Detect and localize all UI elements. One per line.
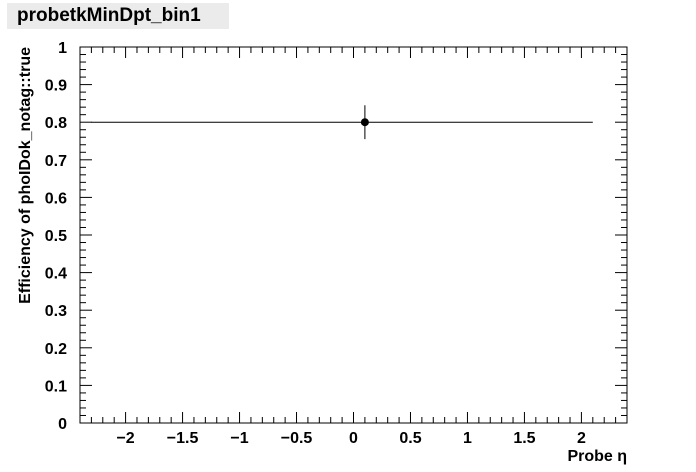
y-tick-label: 0.7 [45,153,67,170]
x-tick-label: 2 [577,430,586,447]
y-tick-label: 0.4 [45,266,67,283]
x-axis-ticks: −2 −1.5 −1 −0.5 0 0.5 1 1.5 2 [79,47,628,447]
y-axis-label: Efficiency of phoIDok_notag::true [17,47,34,304]
x-tick-label: 1.5 [513,430,535,447]
y-tick-label: 0.3 [45,303,67,320]
data-point [360,118,369,127]
y-tick-label: 0.5 [45,228,67,245]
plot-frame [79,46,628,424]
y-tick-label: 0.1 [45,378,67,395]
y-tick-label: 1 [58,40,67,57]
x-tick-label: −2 [116,430,134,447]
y-tick-label: 0.6 [45,190,67,207]
x-tick-label: −0.5 [281,430,313,447]
data-marks [91,105,593,140]
y-tick-label: 0.8 [45,115,67,132]
x-tick-label: 1 [463,430,472,447]
chart-title-box: probetkMinDpt_bin1 [7,3,229,29]
x-tick-label: 0.5 [399,430,421,447]
y-tick-label: 0 [58,416,67,433]
y-axis-ticks: 0 0.1 0.2 0.3 0.4 0.5 0.6 0.7 0.8 0.9 1 [45,40,627,433]
x-axis-label: Probe η [567,448,627,465]
x-tick-label: 0 [349,430,358,447]
x-tick-label: −1.5 [167,430,199,447]
y-tick-label: 0.9 [45,78,67,95]
chart-title: probetkMinDpt_bin1 [17,5,201,26]
x-tick-label: −1 [230,430,248,447]
y-tick-label: 0.2 [45,341,67,358]
